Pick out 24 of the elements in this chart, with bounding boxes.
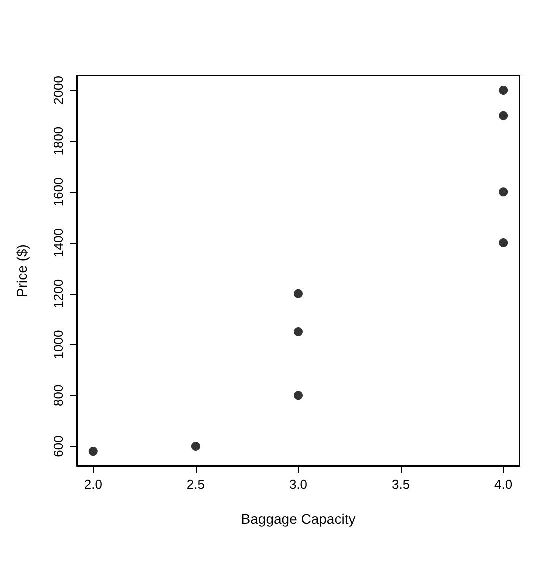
y-axis-title: Price ($) xyxy=(14,244,30,298)
point xyxy=(88,447,98,456)
x-axis-title: Baggage Capacity xyxy=(241,511,356,527)
y-tick-label: 2000 xyxy=(51,76,66,105)
y-tick-label: 600 xyxy=(51,436,66,458)
y-tick-label: 1800 xyxy=(51,126,66,156)
y-tick-label: 1000 xyxy=(51,330,66,360)
x-tick-label: 3.0 xyxy=(289,477,308,492)
point xyxy=(191,442,200,451)
y-tick-label: 800 xyxy=(51,384,66,406)
x-tick-label: 3.5 xyxy=(392,477,410,492)
point xyxy=(294,289,303,298)
y-tick-label: 1400 xyxy=(51,228,66,258)
point xyxy=(294,391,303,400)
point xyxy=(499,238,508,248)
y-tick-label: 1600 xyxy=(51,178,66,207)
point xyxy=(499,86,508,95)
x-tick-label: 2.0 xyxy=(84,477,102,492)
point xyxy=(499,111,508,120)
x-tick-label: 4.0 xyxy=(494,477,513,492)
point xyxy=(499,188,508,197)
point xyxy=(294,328,303,337)
x-tick-label: 2.5 xyxy=(186,477,205,492)
y-tick-label: 1200 xyxy=(51,279,66,308)
